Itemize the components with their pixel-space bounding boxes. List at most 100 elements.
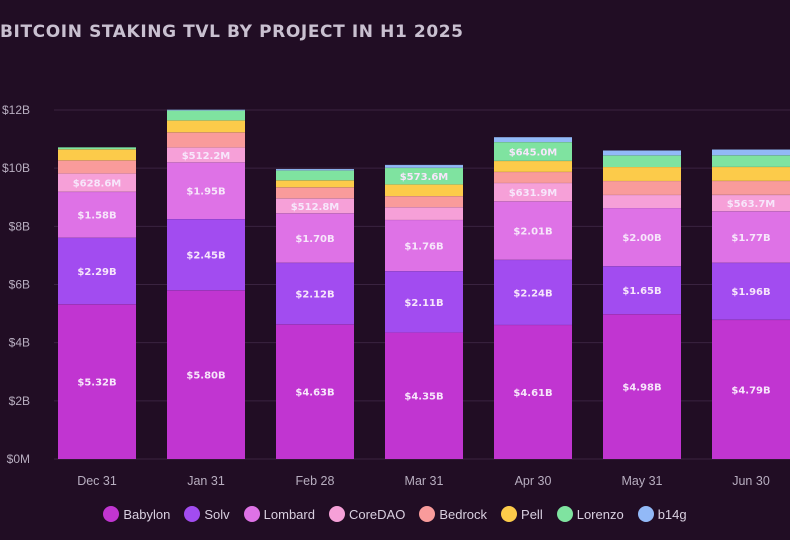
legend-item-babylon[interactable]: Babylon bbox=[103, 506, 170, 522]
data-label: $2.11B bbox=[404, 298, 443, 309]
data-label: $4.98B bbox=[622, 383, 661, 394]
y-tick-label: $8B bbox=[9, 219, 30, 233]
bar-segment-pell[interactable] bbox=[167, 120, 245, 133]
bar-segment-lorenzo[interactable] bbox=[712, 155, 790, 167]
bar-segment-b14g[interactable] bbox=[712, 149, 790, 156]
data-label: $1.76B bbox=[404, 242, 443, 253]
bar-segment-b14g[interactable] bbox=[276, 168, 354, 171]
legend-item-pell[interactable]: Pell bbox=[501, 506, 543, 522]
y-tick-label: $12B bbox=[2, 103, 30, 117]
bar-segment-coredao[interactable] bbox=[385, 207, 463, 220]
bar-segment-babylon[interactable] bbox=[712, 319, 790, 459]
bar-segment-babylon[interactable] bbox=[494, 324, 572, 459]
data-label: $4.35B bbox=[404, 392, 443, 403]
legend-label: Solv bbox=[204, 506, 230, 522]
bar-segment-bedrock[interactable] bbox=[167, 132, 245, 148]
bar-segment-coredao[interactable] bbox=[494, 182, 572, 202]
bar-segment-b14g[interactable] bbox=[385, 164, 463, 168]
legend-swatch-icon bbox=[103, 506, 120, 522]
bar-segment-pell[interactable] bbox=[494, 160, 572, 172]
legend-item-bedrock[interactable]: Bedrock bbox=[419, 506, 487, 522]
legend-label: Bedrock bbox=[439, 506, 488, 522]
bar-segment-solv[interactable] bbox=[494, 259, 572, 325]
bar-stack-jan-31[interactable]: $5.80B $2.45B $1.95B $512.2M bbox=[167, 109, 245, 459]
bar-segment-pell[interactable] bbox=[603, 167, 681, 181]
bar-segment-bedrock[interactable] bbox=[712, 180, 790, 195]
bar-stack-may-31[interactable]: $4.98B $1.65B $2.00B bbox=[603, 149, 681, 459]
bar-stack-feb-28[interactable]: $4.63B $2.12B $1.70B $512.8M bbox=[276, 168, 354, 459]
data-label: $4.79B bbox=[731, 385, 770, 396]
bar-segment-lombard[interactable] bbox=[385, 219, 463, 272]
bar-segment-bedrock[interactable] bbox=[494, 171, 572, 183]
x-tick-label: Apr 30 bbox=[515, 474, 552, 488]
bar-segment-solv[interactable] bbox=[603, 266, 681, 315]
bar-segment-bedrock[interactable] bbox=[276, 187, 354, 199]
bar-segment-lorenzo[interactable] bbox=[167, 110, 245, 121]
legend-item-solv[interactable]: Solv bbox=[184, 506, 230, 522]
bar-segment-pell[interactable] bbox=[276, 180, 354, 188]
x-tick-label: Jun 30 bbox=[732, 474, 770, 488]
data-label: $5.32B bbox=[77, 378, 116, 389]
bar-segment-solv[interactable] bbox=[58, 237, 136, 305]
legend-label: b14g bbox=[657, 506, 687, 522]
data-label: $5.80B bbox=[186, 371, 225, 382]
bar-segment-coredao[interactable] bbox=[58, 173, 136, 192]
bar-segment-coredao[interactable] bbox=[167, 147, 245, 163]
bar-segment-pell[interactable] bbox=[385, 184, 463, 197]
data-label: $573.6M bbox=[400, 172, 449, 183]
data-label: $2.01B bbox=[513, 227, 552, 238]
bar-stack-dec-31[interactable]: $5.32B $2.29B $1.58B $628.6M bbox=[58, 146, 136, 459]
bar-segment-coredao[interactable] bbox=[712, 194, 790, 212]
bar-segment-bedrock[interactable] bbox=[603, 180, 681, 195]
data-label: $1.58B bbox=[77, 211, 116, 222]
legend: Babylon Solv Lombard CoreDAO Bedrock Pell Lore… bbox=[0, 506, 790, 522]
legend-item-lombard[interactable]: Lombard bbox=[243, 506, 315, 522]
chart-title: BITCOIN STAKING TVL BY PROJECT IN H1 202… bbox=[0, 22, 464, 42]
bar-segment-lombard[interactable] bbox=[276, 213, 354, 263]
data-label: $563.7M bbox=[727, 199, 776, 210]
bar-segment-lombard[interactable] bbox=[167, 162, 245, 220]
bar-segment-babylon[interactable] bbox=[385, 332, 463, 459]
bar-segment-babylon[interactable] bbox=[276, 324, 354, 459]
bar-segment-lorenzo[interactable] bbox=[58, 147, 136, 150]
bar-segment-pell[interactable] bbox=[712, 166, 790, 181]
legend-label: Pell bbox=[521, 506, 543, 522]
bar-segment-babylon[interactable] bbox=[58, 304, 136, 459]
legend-item-b14g[interactable]: b14g bbox=[637, 506, 687, 522]
bar-stack-apr-30[interactable]: $4.61B $2.24B $2.01B $631.9M $645.0M bbox=[494, 136, 572, 459]
bar-segment-solv[interactable] bbox=[276, 262, 354, 325]
bar-segment-coredao[interactable] bbox=[603, 194, 681, 209]
legend-label: Lombard bbox=[263, 506, 315, 522]
bar-segment-b14g[interactable] bbox=[603, 150, 681, 156]
bar-segment-bedrock[interactable] bbox=[58, 160, 136, 174]
data-label: $512.2M bbox=[182, 151, 231, 162]
bar-segment-pell[interactable] bbox=[58, 149, 136, 161]
bar-segment-b14g[interactable] bbox=[167, 109, 245, 111]
legend-item-lorenzo[interactable]: Lorenzo bbox=[556, 506, 624, 522]
bar-segment-bedrock[interactable] bbox=[385, 196, 463, 208]
bar-segment-lombard[interactable] bbox=[494, 201, 572, 260]
bar-segment-lombard[interactable] bbox=[712, 211, 790, 263]
bar-segment-lorenzo[interactable] bbox=[603, 155, 681, 168]
bar-segment-lombard[interactable] bbox=[603, 208, 681, 267]
bar-segment-b14g[interactable] bbox=[494, 137, 572, 143]
bar-segment-lorenzo[interactable] bbox=[494, 142, 572, 161]
bar-segment-lorenzo[interactable] bbox=[276, 170, 354, 181]
stacked-bar-chart: $0M $2B $4B $6B $8B $10B $12B $5.32B $2.29B $1.5… bbox=[2, 103, 790, 488]
bar-segment-solv[interactable] bbox=[167, 219, 245, 291]
data-label: $631.9M bbox=[509, 188, 558, 199]
bar-segment-lombard[interactable] bbox=[58, 191, 136, 238]
x-tick-label: Feb 28 bbox=[296, 474, 335, 488]
bar-segment-solv[interactable] bbox=[712, 262, 790, 320]
bar-stack-jun-30[interactable]: $4.79B $1.96B $1.77B $563.7M bbox=[712, 148, 790, 459]
y-tick-label: $2B bbox=[9, 394, 30, 408]
bar-segment-babylon[interactable] bbox=[603, 314, 681, 459]
x-tick-label: Mar 31 bbox=[405, 474, 444, 488]
bar-stack-mar-31[interactable]: $4.35B $2.11B $1.76B $573.6M bbox=[385, 164, 463, 459]
bar-segment-lorenzo[interactable] bbox=[385, 167, 463, 185]
bar-segment-coredao[interactable] bbox=[276, 198, 354, 214]
legend-item-coredao[interactable]: CoreDAO bbox=[328, 506, 405, 522]
legend-swatch-icon bbox=[328, 506, 345, 522]
bar-segment-babylon[interactable] bbox=[167, 290, 245, 459]
bar-segment-solv[interactable] bbox=[385, 271, 463, 333]
